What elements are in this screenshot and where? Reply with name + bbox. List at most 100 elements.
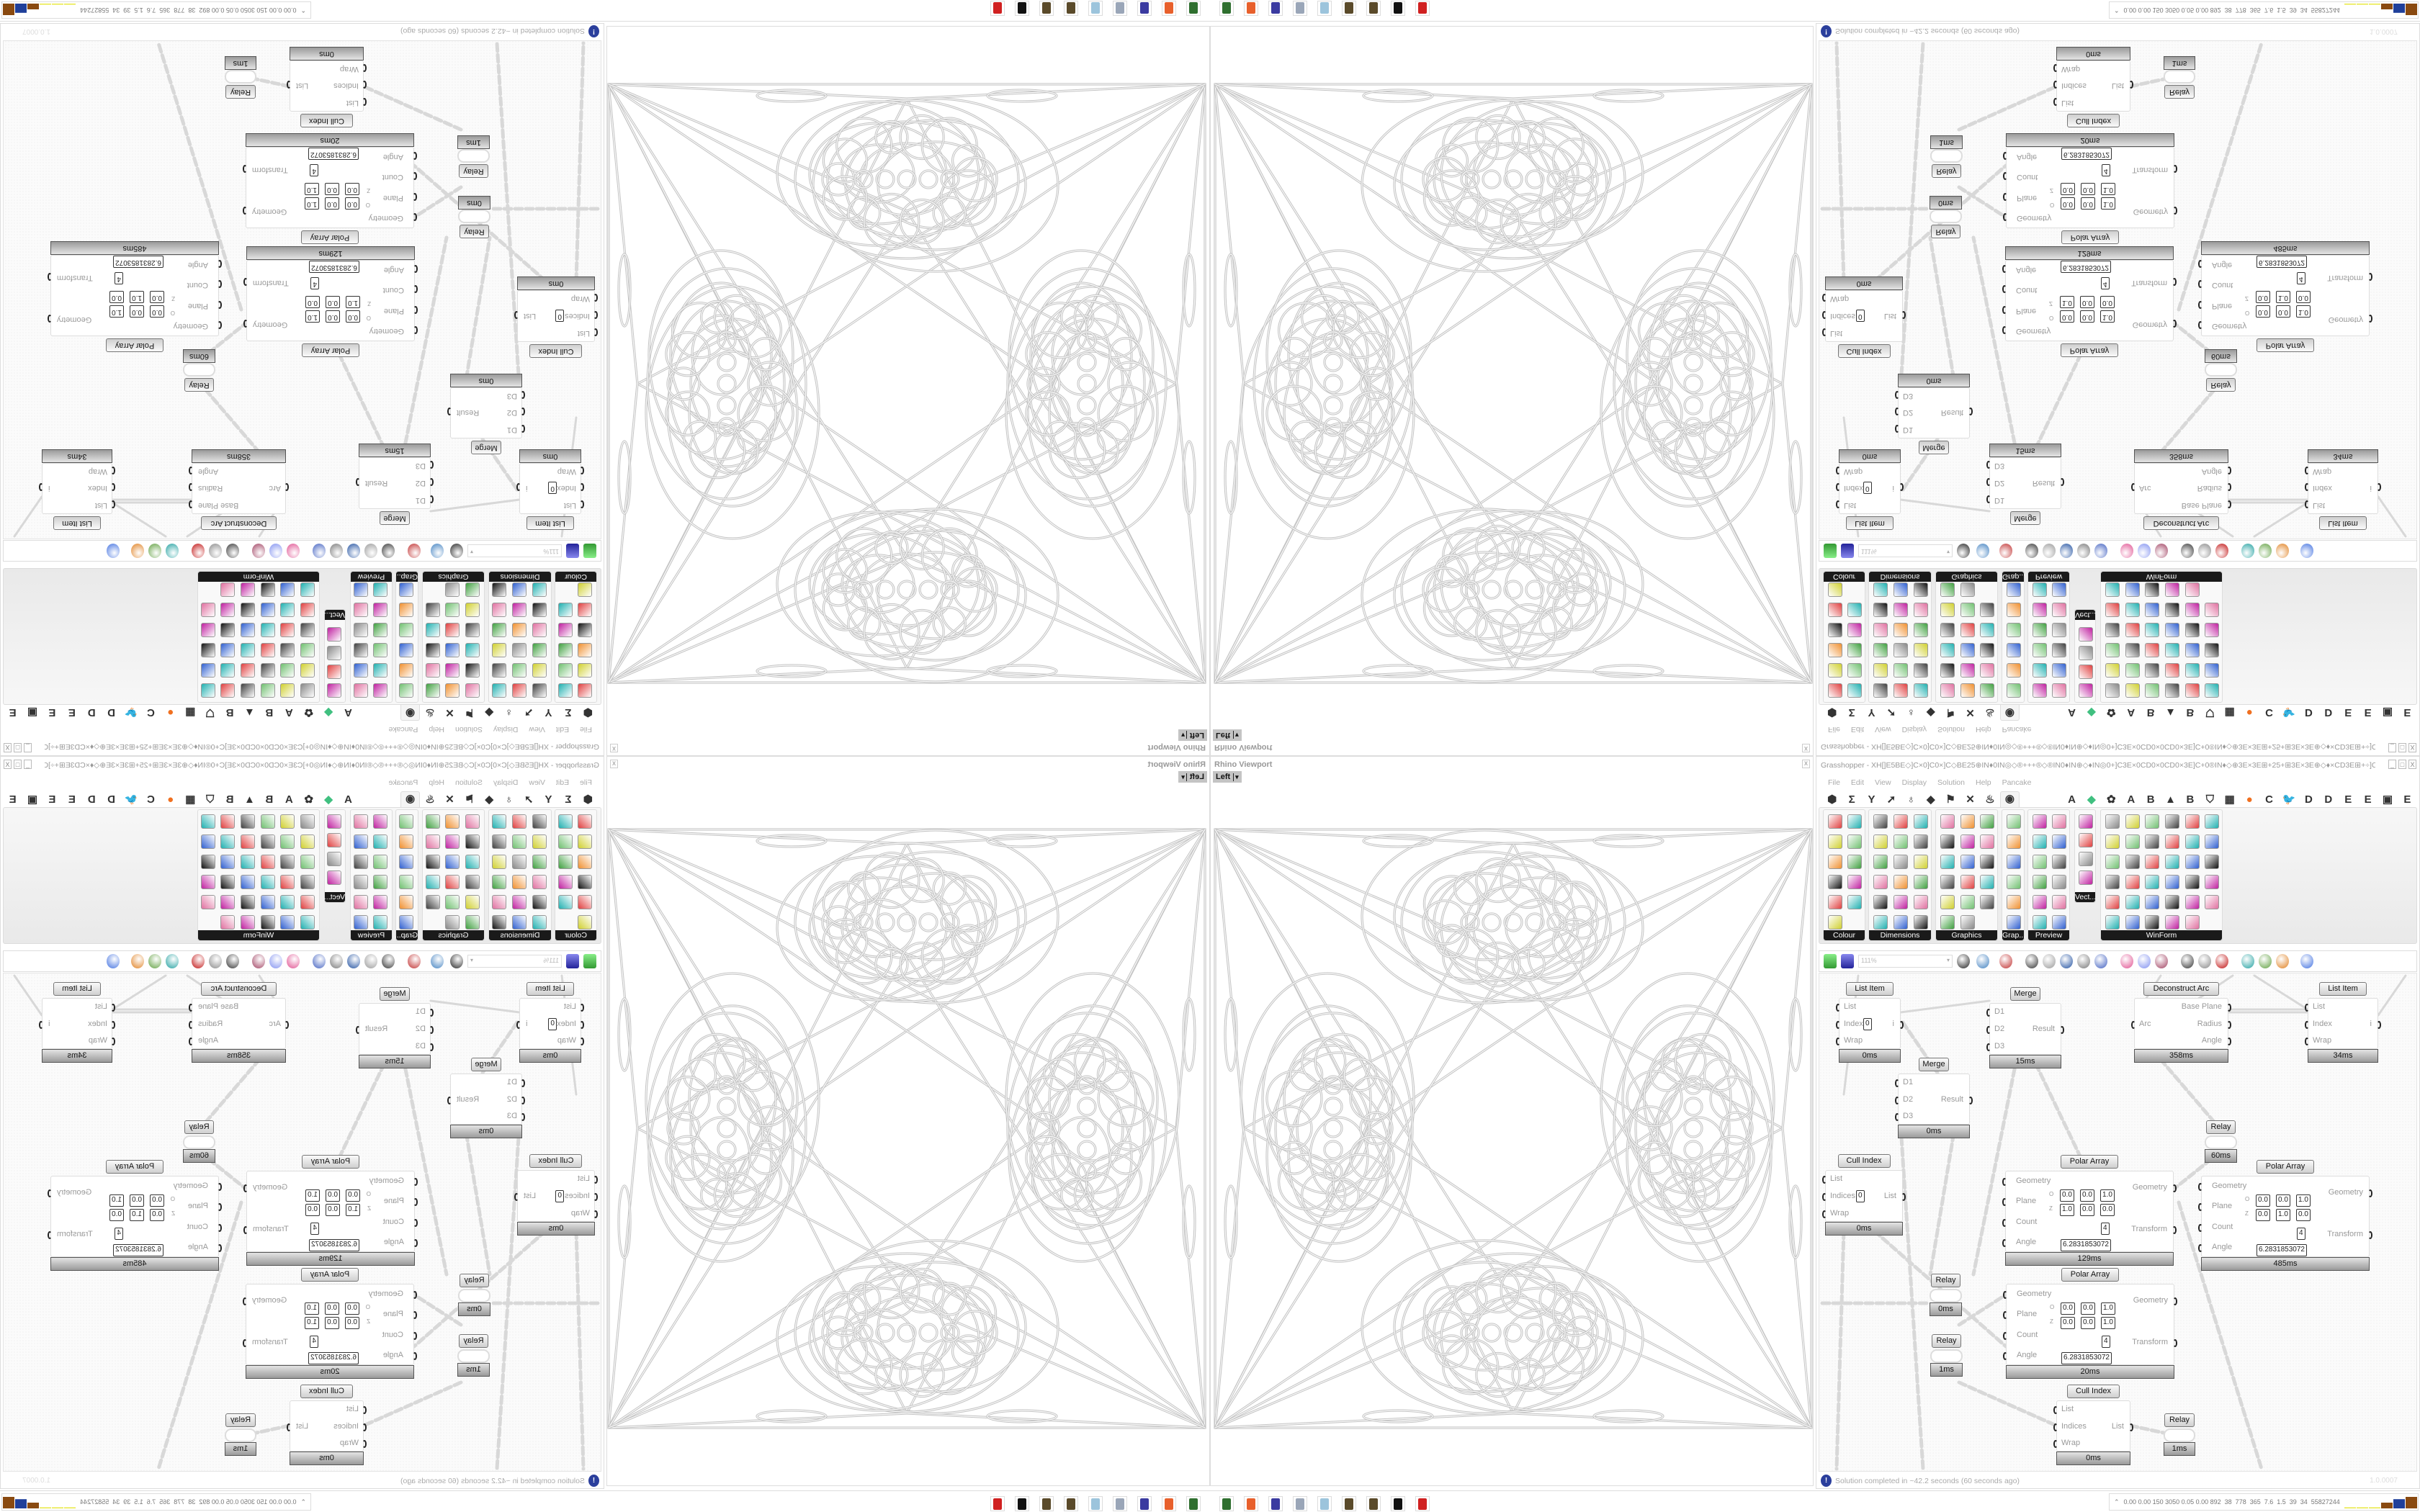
input-grip[interactable] <box>2002 265 2007 274</box>
input-grip[interactable] <box>413 325 418 334</box>
component-label[interactable]: Deconstruct Arc <box>2143 516 2219 530</box>
component-label[interactable]: Polar Array <box>302 343 359 357</box>
terminal-icon[interactable] <box>1219 1 1234 16</box>
input-grip[interactable] <box>2305 1020 2309 1029</box>
plane-value[interactable]: 1.0 <box>346 1204 360 1216</box>
input-grip[interactable] <box>362 1405 367 1414</box>
component-label[interactable]: Polar Array <box>301 1268 359 1282</box>
component-body[interactable]: Arc Base Plane Radius Angle <box>2131 463 2231 514</box>
component-body[interactable]: List Index Wrap i 0 <box>516 463 584 514</box>
component-icon[interactable] <box>2125 895 2140 909</box>
relay-body[interactable] <box>1930 1349 1963 1363</box>
component-icon[interactable] <box>2145 895 2160 909</box>
component-icon[interactable] <box>2052 855 2067 869</box>
viewport-geometry[interactable] <box>1211 757 1814 1477</box>
component-body[interactable]: List Index Wrap i 0 <box>1836 463 1904 514</box>
component-icon[interactable] <box>2105 915 2120 930</box>
component-icon[interactable] <box>2125 915 2140 930</box>
component-icon[interactable] <box>1827 895 1842 909</box>
plane-value[interactable]: 1.0 <box>305 1189 320 1202</box>
index-value[interactable]: 0 <box>555 1190 564 1202</box>
viewport-geometry[interactable] <box>606 35 1209 755</box>
input-grip[interactable] <box>2305 483 2309 492</box>
chevron-up-icon[interactable]: ⌃ <box>2114 6 2120 14</box>
component-icon[interactable] <box>2007 875 2021 889</box>
component-body[interactable]: List Index Wrap i <box>39 998 115 1049</box>
ribbon-panel-label[interactable]: Graphics <box>1936 930 1997 940</box>
output-grip[interactable] <box>1899 1020 1904 1029</box>
count-value[interactable]: 4 <box>2102 164 2110 176</box>
mountain-icon[interactable]: ▲ <box>2165 793 2176 806</box>
plane-value[interactable]: 1.0 <box>2296 305 2311 318</box>
file-stack-icon[interactable] <box>1113 1496 1127 1511</box>
plane-value[interactable]: 0.0 <box>2061 183 2075 195</box>
component-label[interactable]: Relay <box>184 1120 215 1134</box>
output-grip[interactable] <box>2173 1297 2177 1305</box>
plane-value[interactable]: 0.0 <box>346 310 360 323</box>
seed-icon[interactable] <box>1342 1 1356 16</box>
chevron-up-icon[interactable]: ⌃ <box>300 6 306 14</box>
relay-body[interactable] <box>225 70 256 84</box>
plane-value[interactable]: 0.0 <box>130 1194 144 1207</box>
output-grip[interactable] <box>2172 1184 2177 1192</box>
input-grip[interactable] <box>2198 260 2202 269</box>
input-grip[interactable] <box>429 495 434 503</box>
plane-value[interactable]: 0.0 <box>109 1209 124 1221</box>
component-body[interactable]: Geometry Plane Count Angle Geometry Transform… <box>243 1284 417 1365</box>
component-body[interactable]: List Index Wrap i 0 <box>1836 998 1904 1049</box>
component-icon[interactable] <box>2125 855 2140 869</box>
plane-value[interactable]: 0.0 <box>345 197 359 210</box>
plane-value[interactable]: 0.0 <box>305 1204 320 1216</box>
window-icon[interactable] <box>2077 954 2090 968</box>
plane-value[interactable]: 0.0 <box>345 183 359 195</box>
count-value[interactable]: 4 <box>2101 1223 2110 1235</box>
output-grip[interactable] <box>39 483 43 492</box>
component-body[interactable]: D1 D2 D3 Result <box>356 1003 434 1055</box>
output-grip[interactable] <box>243 1184 248 1192</box>
input-grip[interactable] <box>1986 1043 1991 1051</box>
component-icon[interactable] <box>1960 814 1975 829</box>
letter-a-icon[interactable]: A <box>2068 793 2076 806</box>
search-s-icon[interactable] <box>2094 954 2107 968</box>
component-body[interactable]: D1 D2 D3 Result <box>1895 1074 1973 1125</box>
component-icon[interactable] <box>2105 895 2120 909</box>
component-icon[interactable] <box>2164 895 2179 909</box>
component-icon[interactable] <box>1914 855 1928 869</box>
gha-icon[interactable] <box>2060 954 2073 968</box>
input-grip[interactable] <box>429 461 434 469</box>
component-body[interactable]: List Indices Wrap List <box>287 1400 367 1452</box>
input-grip[interactable] <box>429 1009 434 1017</box>
sphere-icon[interactable] <box>2276 954 2289 968</box>
input-grip[interactable] <box>521 390 525 399</box>
plane-value[interactable]: 0.0 <box>326 1189 340 1202</box>
component-label[interactable]: Relay <box>2164 85 2195 99</box>
input-grip[interactable] <box>2198 1183 2202 1192</box>
relay-body[interactable] <box>2164 70 2195 84</box>
component-icon[interactable] <box>2105 834 2120 849</box>
component-icon[interactable] <box>1894 915 1908 930</box>
plane-value[interactable]: 1.0 <box>2060 296 2074 308</box>
component-label[interactable]: Merge <box>471 1058 501 1071</box>
plane-value[interactable]: 0.0 <box>325 197 339 210</box>
output-grip[interactable] <box>243 320 248 328</box>
relay-body[interactable] <box>458 1289 490 1302</box>
plane-value[interactable]: 1.0 <box>305 183 319 195</box>
balloon-icon[interactable] <box>2138 954 2151 968</box>
component-body[interactable]: Geometry Plane Count Angle Geometry Transform… <box>243 1171 418 1252</box>
component-label[interactable]: Deconstruct Arc <box>2143 982 2219 996</box>
maths-icon[interactable]: Σ <box>1848 793 1855 806</box>
component-body[interactable]: List Indices Wrap List 0 <box>514 290 598 342</box>
grid-icon[interactable]: ▦ <box>2224 793 2235 806</box>
plane-value[interactable]: 0.0 <box>2060 1189 2074 1202</box>
red-gear-icon[interactable] <box>990 1 1005 16</box>
input-grip[interactable] <box>1822 1193 1827 1201</box>
component-icon[interactable] <box>1940 915 1955 930</box>
angle-value[interactable]: 6.2831853072 <box>113 256 163 268</box>
input-grip[interactable] <box>2053 98 2058 107</box>
output-grip[interactable] <box>189 483 193 492</box>
angle-value[interactable]: 6.2831853072 <box>2061 1239 2111 1251</box>
plane-value[interactable]: 1.0 <box>2101 183 2115 195</box>
relay-body[interactable] <box>1930 149 1963 163</box>
output-grip[interactable] <box>287 81 291 89</box>
output-grip[interactable] <box>2368 272 2372 281</box>
